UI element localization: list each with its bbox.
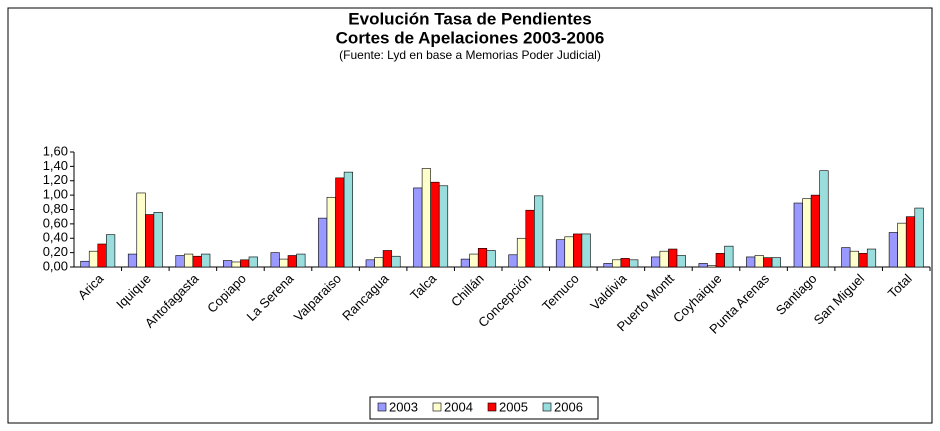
legend-swatch (487, 402, 497, 412)
bar (620, 258, 630, 268)
bar (248, 256, 258, 268)
bar (724, 245, 734, 268)
chart-source: (Fuente: Lyd en base a Memorias Poder Ju… (339, 48, 601, 62)
bar (231, 261, 241, 268)
bar (391, 255, 401, 268)
bar (564, 236, 574, 268)
legend-box (369, 396, 599, 420)
bar (421, 168, 431, 268)
y-tick-label: 1,40 (43, 158, 68, 173)
y-tick-label: 0,20 (43, 244, 68, 259)
bar (905, 216, 916, 268)
bar (175, 255, 185, 268)
bar (469, 253, 479, 268)
y-tick-label: 1,60 (43, 143, 68, 158)
bar (413, 187, 423, 268)
chart-subtitle: Cortes de Apelaciones 2003-2006 (336, 28, 605, 47)
legend-label: 2005 (499, 399, 528, 414)
bar (534, 195, 544, 268)
bar (573, 233, 583, 268)
bar (858, 253, 868, 268)
bar (746, 256, 756, 268)
bar (326, 196, 336, 268)
bar (793, 202, 803, 268)
bar (335, 177, 345, 268)
bar (192, 255, 202, 268)
y-tick-label: 0,60 (43, 215, 68, 230)
bar (279, 258, 289, 268)
bar (659, 250, 669, 268)
bar (153, 212, 163, 268)
bar (698, 263, 708, 268)
bar (516, 237, 527, 268)
y-tick-label: 1,20 (43, 172, 68, 187)
bar (897, 222, 907, 268)
bar (841, 247, 851, 268)
bar (365, 259, 375, 268)
bar (715, 253, 725, 268)
bar (477, 248, 488, 268)
bar (201, 253, 211, 268)
legend-label: 2003 (389, 399, 418, 414)
bar (508, 254, 518, 268)
bar (525, 209, 535, 268)
bar (629, 259, 639, 268)
y-tick-label: 0,80 (43, 201, 68, 216)
legend-label: 2006 (554, 399, 583, 414)
bar (486, 250, 496, 268)
legend-swatch (377, 402, 387, 412)
bar (603, 263, 613, 268)
bar (802, 198, 812, 268)
bar (136, 192, 146, 268)
bar (555, 239, 566, 268)
bar (819, 170, 829, 268)
bar (612, 259, 622, 268)
bar (88, 250, 99, 268)
bar (763, 257, 773, 268)
bar (223, 260, 233, 268)
bar (430, 181, 440, 268)
bar (127, 253, 138, 268)
bar (270, 252, 280, 268)
y-tick-label: 0,40 (43, 230, 68, 245)
bar (80, 260, 90, 268)
legend-swatch (432, 402, 442, 412)
bar (296, 253, 306, 268)
bar (771, 257, 781, 268)
bar (707, 265, 717, 268)
bar (318, 217, 328, 268)
bar (382, 250, 392, 268)
y-tick-label: 1,00 (43, 187, 68, 202)
y-tick-label: 0,00 (43, 258, 68, 273)
bar (914, 207, 924, 268)
bar (888, 232, 898, 268)
bar (810, 194, 820, 268)
bar (374, 257, 384, 268)
bar (581, 233, 591, 268)
bar (97, 243, 107, 268)
bar (343, 171, 353, 268)
bar (184, 253, 194, 268)
bar (145, 214, 155, 268)
legend-label: 2004 (444, 399, 473, 414)
bar (438, 185, 449, 268)
bar (754, 255, 764, 268)
bar (106, 234, 116, 268)
bar (240, 259, 250, 268)
bar (287, 255, 297, 268)
bar (866, 248, 877, 268)
bar (676, 255, 686, 268)
chart-title: Evolución Tasa de Pendientes (348, 9, 591, 28)
bar (849, 250, 859, 268)
bar (651, 256, 661, 268)
bar (668, 248, 678, 268)
bar (460, 258, 470, 268)
legend-swatch (542, 402, 552, 412)
